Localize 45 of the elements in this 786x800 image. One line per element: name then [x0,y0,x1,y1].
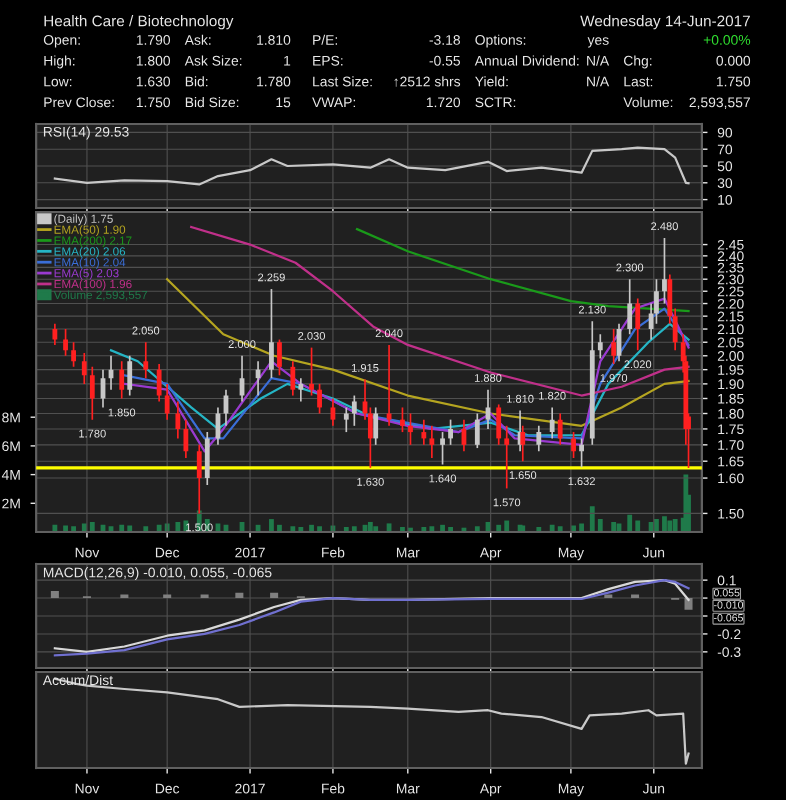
candlestick [175,400,181,440]
candlestick [127,354,133,397]
candlestick [290,360,296,397]
candlestick [627,278,633,336]
candlestick [143,341,149,379]
candlestick [317,383,322,415]
candlestick [204,431,210,486]
line-series [355,228,690,313]
candlestick [549,406,555,440]
candlestick [71,341,76,368]
candlestick [597,333,603,360]
candlestick [421,418,427,446]
candlestick [164,383,170,421]
candlestick [119,360,125,400]
candlestick [611,328,617,365]
candlestick [474,412,480,449]
candlestick [277,338,282,377]
candlestick [183,418,189,459]
candlestick [373,406,379,446]
candlestick [309,346,314,397]
candlestick [351,394,357,427]
candlestick [504,424,510,490]
candlestick [400,406,405,433]
candlestick [63,328,68,357]
candlestick [579,437,584,469]
candlestick [81,352,87,385]
candlestick [52,323,58,346]
candlestick [440,431,445,466]
candlestick [536,424,542,453]
line-series [109,322,690,437]
candlestick [571,431,576,459]
candlestick [343,406,349,433]
candlestick [448,418,453,446]
candlestick [269,288,274,379]
candlestick [156,363,162,403]
candlestick [496,403,502,446]
candlestick [557,412,563,446]
candlestick [429,424,435,459]
line-series [53,146,690,186]
candlestick [89,366,95,421]
line-series [166,278,690,427]
candlestick [408,412,413,446]
candlestick [635,297,641,352]
candlestick [298,377,304,403]
candlestick [662,237,667,305]
